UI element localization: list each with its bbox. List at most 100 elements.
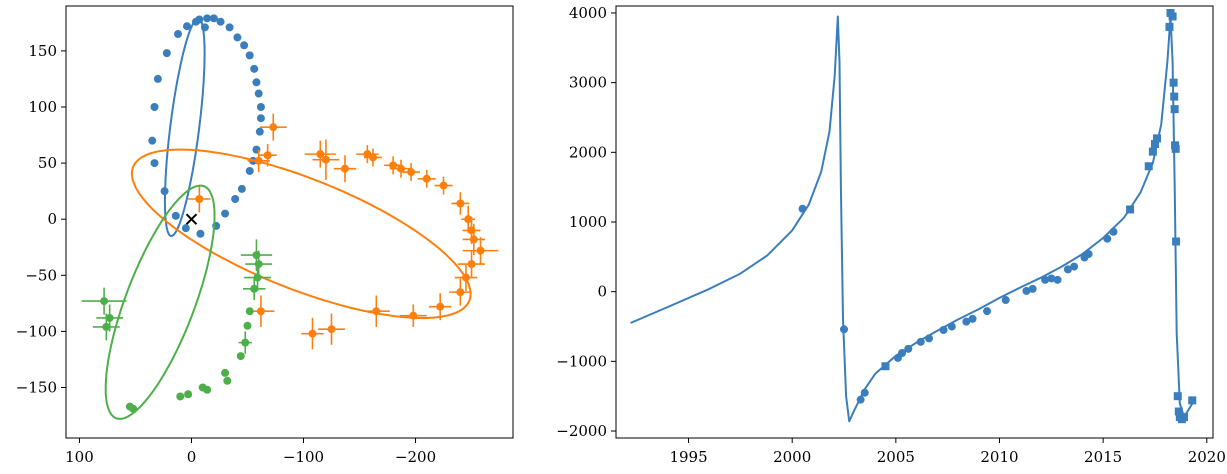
data-point [1041, 275, 1050, 284]
data-point-orange [389, 161, 398, 170]
data-point-orange [467, 260, 476, 269]
data-point [1148, 147, 1157, 156]
data-point [1170, 105, 1179, 114]
model-curve [630, 15, 1196, 423]
data-point [1053, 275, 1062, 284]
data-point [860, 388, 869, 397]
data-point [1150, 139, 1159, 148]
plot-0-plot-frame [65, 5, 514, 439]
data-point-orange [269, 123, 278, 132]
data-point-green [245, 307, 254, 316]
data-point-orange [308, 329, 317, 338]
data-point-orange [254, 156, 263, 165]
data-point [1144, 162, 1153, 171]
data-point [840, 325, 849, 334]
data-point-blue [196, 229, 205, 238]
data-point [1153, 134, 1162, 143]
data-point-green [102, 322, 111, 331]
chart1-y-tick-label: −1000 [556, 352, 607, 370]
data-point [798, 204, 807, 213]
data-point-blue [240, 41, 249, 50]
data-point [916, 337, 925, 346]
data-point-orange [456, 199, 465, 208]
data-point-blue [181, 224, 190, 233]
data-point-blue [191, 17, 200, 26]
left-chart-panel: 100 0 −100 −200 150 100 50 0 −50 −100 −150 [16, 5, 514, 466]
data-point [1047, 274, 1056, 283]
data-point-green [236, 352, 245, 361]
chart1-x-tick-label: 2015 [1084, 448, 1122, 466]
chart0-y-tick-label: 0 [47, 210, 57, 228]
data-point-orange [321, 155, 330, 164]
data-point-green [129, 404, 138, 413]
data-point [1001, 296, 1010, 305]
chart0-y-tick-label: −150 [16, 379, 57, 397]
data-point [1173, 392, 1182, 401]
data-point [939, 326, 948, 334]
data-point [1172, 237, 1181, 246]
data-point-orange [456, 288, 465, 297]
data-point-blue [245, 51, 254, 60]
data-point-orange [464, 215, 473, 224]
data-point-green [250, 284, 259, 293]
chart0-x-tick-label: 100 [65, 448, 94, 466]
data-point [1103, 234, 1112, 243]
data-point [1168, 12, 1177, 21]
data-point-green [241, 338, 250, 347]
orbit-curve-green [104, 184, 216, 420]
chart0-x-tick-label: −200 [395, 448, 436, 466]
chart1-x-tick-label: 2000 [773, 448, 811, 466]
data-point-orange [263, 151, 272, 160]
data-point-blue [250, 64, 259, 73]
data-point-orange [476, 246, 485, 255]
chart1-x-tick-label: 1995 [669, 448, 707, 466]
chart0-y-tick-label: 100 [28, 98, 57, 116]
data-point-blue [150, 159, 159, 168]
center-marker [185, 213, 198, 225]
data-point-green [100, 297, 109, 306]
data-point-green [105, 313, 114, 322]
plot-0-area [81, 14, 499, 420]
right-chart-panel: 1995 2000 2005 2010 2015 2020 4000 3000 2000 1000… [556, 4, 1226, 466]
data-point [1084, 250, 1093, 259]
orbit-curve-blue [163, 17, 206, 237]
data-point-blue [216, 17, 225, 26]
data-point-orange [327, 325, 336, 334]
data-point-blue [255, 127, 264, 136]
data-point-orange [422, 174, 431, 183]
data-point [1179, 413, 1188, 422]
data-point-blue [174, 30, 183, 39]
data-point [1188, 396, 1197, 405]
data-point-orange [340, 164, 349, 173]
data-point [898, 348, 907, 357]
data-point-orange [396, 164, 405, 173]
data-point-green [243, 321, 252, 330]
data-point [1174, 407, 1183, 416]
data-point-green [252, 251, 261, 260]
data-point [1109, 227, 1118, 236]
data-point [1063, 265, 1072, 274]
data-point-blue [148, 136, 157, 145]
data-point-orange [469, 235, 478, 244]
data-point-green [203, 385, 212, 394]
data-point-orange [407, 168, 416, 177]
data-point-blue [200, 23, 209, 32]
data-point-orange [461, 273, 470, 282]
chart1-y-tick-label: 0 [597, 283, 607, 301]
plot-1-area [630, 8, 1197, 424]
data-point-blue [221, 209, 230, 218]
data-point-green [223, 376, 232, 385]
orbit-curve-orange [130, 148, 472, 319]
data-point-blue [171, 211, 180, 220]
chart1-y-tick-label: 2000 [569, 143, 607, 161]
data-point-orange [409, 311, 418, 320]
data-point-blue [252, 78, 261, 87]
chart1-y-tick-label: 1000 [569, 213, 607, 231]
data-point-blue [254, 89, 263, 98]
chart1-y-tick-label: 4000 [569, 4, 607, 22]
data-point [1126, 205, 1135, 214]
data-point-orange [256, 307, 265, 316]
data-point-blue [256, 114, 265, 123]
chart1-y-tick-label: 3000 [569, 74, 607, 92]
